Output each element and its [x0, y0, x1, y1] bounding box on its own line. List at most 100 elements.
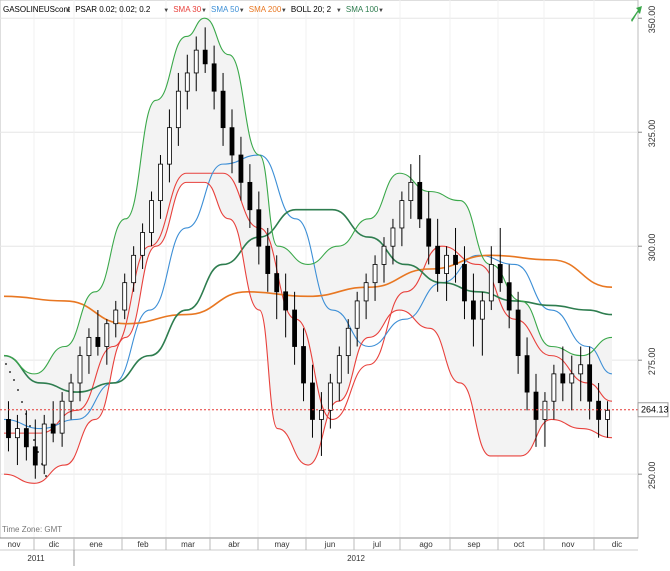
candle-body	[363, 282, 369, 302]
psar-dot	[45, 475, 47, 477]
candle-body	[211, 63, 217, 92]
candle-body	[345, 327, 351, 357]
toolbar-item[interactable]: SMA 30	[173, 5, 202, 14]
last-price-badge	[637, 402, 669, 418]
x-tick-label: nov	[8, 540, 21, 549]
toolbar-item[interactable]: SMA 200	[249, 5, 282, 14]
candle-body	[596, 400, 601, 420]
candle-body	[327, 382, 333, 411]
psar-dot	[17, 389, 19, 391]
y-tick-label: 325.00	[647, 120, 657, 148]
last-price-label: 264.13	[641, 405, 669, 415]
candle-body	[104, 323, 110, 347]
psar-dot	[33, 439, 35, 441]
psar-dot	[5, 363, 7, 365]
candle-body	[381, 245, 387, 265]
candle-body	[77, 355, 83, 384]
candle-body	[533, 391, 539, 420]
candle-body	[131, 254, 137, 284]
x-tick-label: ene	[89, 540, 103, 549]
toolbar-item[interactable]: BOLL 20; 2	[291, 5, 332, 14]
x-tick-label: mar	[181, 540, 195, 549]
candle-body	[167, 127, 172, 165]
timezone-label: Time Zone: GMT	[2, 525, 62, 534]
candle-body	[408, 181, 414, 202]
chevron-down-icon[interactable]: ▼	[378, 8, 384, 14]
y-tick-label: 350.00	[647, 6, 657, 34]
candle-body	[292, 309, 297, 347]
candle-body	[551, 373, 557, 402]
candle-body	[497, 264, 503, 284]
toolbar-item[interactable]: PSAR 0.02; 0.02; 0.2	[75, 5, 151, 14]
chevron-down-icon[interactable]: ▼	[163, 8, 169, 14]
bollinger-fill-area	[4, 18, 612, 484]
candle-body	[6, 419, 11, 439]
psar-dot	[37, 451, 39, 453]
candle-body	[193, 49, 199, 74]
candle-body	[175, 90, 181, 129]
candlesticks	[6, 27, 610, 479]
candle-body	[488, 264, 494, 302]
candle-body	[390, 227, 396, 247]
psar-dot	[9, 371, 11, 373]
candle-body	[229, 127, 235, 156]
trend-up-icon[interactable]	[631, 6, 642, 22]
candle-body	[417, 181, 423, 220]
candle-body	[453, 254, 458, 265]
candle-body	[86, 336, 92, 357]
candle-body	[569, 373, 575, 384]
bollinger-band-fill	[4, 18, 612, 484]
chevron-down-icon[interactable]: ▼	[239, 8, 245, 14]
candle-body	[15, 428, 20, 439]
x-tick-label: abr	[228, 540, 240, 549]
x-tick-label: oct	[514, 540, 525, 549]
chevron-down-icon[interactable]: ▼	[336, 8, 342, 14]
candle-body	[462, 264, 467, 302]
candle-body	[336, 355, 342, 384]
series-sma-100	[3, 208, 613, 393]
y-tick-label: 275.00	[647, 348, 657, 376]
candle-body	[354, 300, 360, 329]
candle-body	[140, 232, 145, 256]
x-tick-label: sep	[468, 540, 481, 549]
psar-dot	[13, 379, 15, 381]
candle-body	[41, 423, 47, 466]
chevron-down-icon[interactable]: ▼	[281, 8, 287, 14]
series-sma-30	[4, 172, 613, 434]
indicator-toolbar: GASOLINEUScont▼ PSAR 0.02; 0.02; 0.2 ▼ SMA …	[3, 5, 384, 14]
candle-body	[479, 300, 485, 320]
candle-body	[32, 446, 38, 466]
psar-dot	[21, 401, 23, 403]
year-label: 2012	[347, 554, 365, 563]
candle-body	[471, 300, 476, 320]
x-axis: nov dic ene feb mar abr may jun jul ago sep oct nov d…	[0, 537, 638, 566]
candle-body	[220, 90, 226, 129]
candle-body	[435, 245, 441, 274]
candle-body	[587, 364, 593, 402]
psar-dot	[29, 425, 31, 427]
y-axis: 250.00 275.00 300.00 325.00 350.00	[638, 6, 657, 489]
toolbar-item[interactable]: SMA 100	[346, 5, 379, 14]
candle-body	[23, 428, 29, 448]
toolbar-item[interactable]: SMA 50	[211, 5, 240, 14]
psar-dot	[25, 413, 27, 415]
candle-body	[319, 409, 324, 420]
candle-body	[59, 400, 65, 434]
candle-body	[68, 382, 74, 402]
toolbar-item[interactable]: GASOLINEUScont	[3, 5, 71, 14]
candle-body	[372, 264, 378, 284]
candle-body	[283, 291, 289, 311]
x-tick-label: ago	[419, 540, 433, 549]
x-tick-label: dic	[49, 540, 59, 549]
candle-body	[399, 200, 405, 229]
candle-body	[238, 154, 244, 183]
candle-body	[122, 282, 128, 311]
candle-body	[524, 355, 530, 393]
candle-body	[506, 282, 512, 311]
chevron-down-icon[interactable]: ▼	[201, 8, 207, 14]
psar-dots	[5, 363, 47, 477]
chevron-down-icon[interactable]: ▼	[65, 8, 71, 14]
candle-body	[184, 72, 190, 92]
